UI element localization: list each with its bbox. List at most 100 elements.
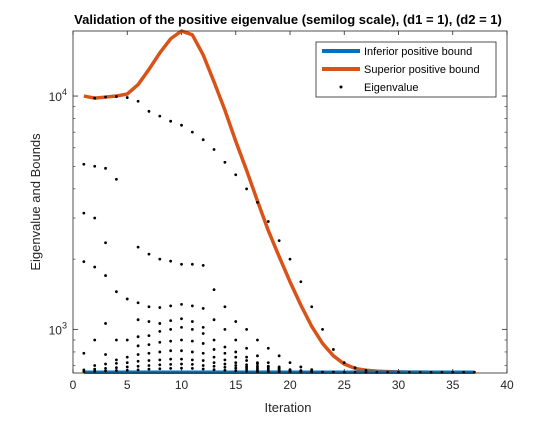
eigenvalue-point	[201, 138, 205, 142]
eigenvalue-point	[180, 357, 183, 361]
eigenvalue-point	[256, 338, 259, 342]
eigenvalue-point	[104, 353, 107, 356]
eigenvalue-point	[266, 370, 270, 374]
eigenvalue-point	[180, 338, 183, 342]
eigenvalue-point	[190, 304, 194, 308]
eigenvalue-point	[245, 367, 249, 371]
eigenvalue-point	[234, 355, 238, 359]
eigenvalue-point	[364, 368, 368, 372]
eigenvalue-point	[158, 114, 162, 118]
eigenvalue-point	[223, 160, 227, 164]
eigenvalue-point	[136, 344, 140, 348]
eigenvalue-point	[136, 318, 140, 322]
eigenvalue-point	[332, 348, 335, 351]
eigenvalue-point	[82, 370, 86, 373]
eigenvalue-point	[201, 325, 205, 329]
eigenvalue-point	[158, 330, 162, 333]
x-tick-label: 40	[500, 378, 514, 392]
legend-marker-eigenvalue	[339, 85, 343, 89]
eigenvalue-point	[115, 366, 118, 370]
eigenvalue-point	[147, 351, 151, 355]
eigenvalue-point	[169, 327, 173, 331]
eigenvalue-point	[158, 358, 162, 362]
eigenvalue-point	[115, 290, 118, 294]
eigenvalue-point	[353, 366, 357, 370]
eigenvalue-point	[93, 369, 97, 373]
eigenvalue-point	[82, 162, 86, 166]
eigenvalue-point	[288, 361, 292, 365]
eigenvalue-point	[104, 367, 107, 370]
eigenvalue-point	[223, 305, 227, 309]
eigenvalue-point	[190, 262, 194, 266]
eigenvalue-point	[277, 239, 281, 243]
eigenvalue-point	[245, 327, 249, 331]
eigenvalue-point	[104, 241, 107, 245]
eigenvalue-point	[201, 306, 205, 310]
eigenvalue-point	[104, 322, 107, 325]
x-tick-label: 25	[338, 378, 352, 392]
eigenvalue-point	[256, 370, 259, 373]
x-tick-label: 35	[446, 378, 460, 392]
eigenvalue-point	[180, 362, 183, 366]
x-tick-label: 5	[124, 378, 131, 392]
eigenvalue-point	[245, 346, 249, 350]
eigenvalue-point	[180, 349, 183, 353]
eigenvalue-point	[136, 364, 140, 368]
eigenvalue-point	[125, 365, 129, 369]
eigenvalue-point	[125, 355, 129, 359]
eigenvalue-point	[180, 302, 183, 306]
eigenvalue-point	[223, 358, 227, 362]
eigenvalue-point	[169, 349, 173, 353]
eigenvalue-point	[147, 364, 151, 367]
x-tick-label: 30	[392, 378, 406, 392]
eigenvalue-point	[115, 95, 118, 98]
eigenvalue-point	[93, 367, 97, 371]
eigenvalue-point	[201, 342, 205, 345]
eigenvalue-point	[82, 211, 86, 215]
x-tick-label: 0	[70, 378, 77, 392]
eigenvalue-point	[93, 265, 97, 269]
eigenvalue-point	[212, 288, 216, 292]
eigenvalue-point	[104, 95, 107, 99]
eigenvalue-point	[201, 332, 205, 335]
eigenvalue-point	[266, 361, 270, 365]
eigenvalue-point	[125, 338, 129, 342]
x-axis-label: Iteration	[265, 400, 312, 415]
x-axis-ticks: 0 5 10 15 20 25 30 35 40	[70, 31, 514, 392]
eigenvalue-point	[180, 366, 183, 370]
eigenvalue-point	[288, 257, 292, 261]
eigenvalue-point	[277, 370, 281, 374]
eigenvalue-point	[115, 177, 118, 181]
eigenvalue-point	[212, 318, 216, 322]
eigenvalue-point	[277, 354, 281, 358]
eigenvalue-point	[169, 367, 173, 370]
y-tick-label: 103	[49, 320, 67, 337]
eigenvalue-point	[212, 348, 216, 351]
eigenvalue-point	[136, 301, 140, 305]
eigenvalue-point	[82, 351, 86, 355]
eigenvalue-point	[115, 361, 118, 365]
eigenvalue-point	[136, 353, 140, 356]
eigenvalue-point	[201, 359, 205, 362]
eigenvalue-point	[158, 322, 162, 325]
eigenvalue-point	[180, 325, 183, 329]
eigenvalue-point	[169, 319, 173, 323]
eigenvalue-point	[201, 263, 205, 267]
eigenvalue-point	[93, 364, 97, 367]
eigenvalue-point	[190, 362, 194, 366]
eigenvalue-point	[321, 327, 324, 331]
eigenvalue-point	[93, 164, 97, 168]
eigenvalue-point	[234, 361, 238, 365]
eigenvalue-point	[223, 327, 227, 331]
eigenvalue-point	[299, 365, 303, 369]
eigenvalue-point	[190, 339, 194, 343]
eigenvalue-point	[147, 334, 151, 338]
eigenvalue-point	[245, 365, 249, 369]
eigenvalue-point	[180, 317, 183, 321]
eigenvalue-point	[190, 130, 194, 134]
eigenvalue-point	[234, 320, 238, 323]
eigenvalue-point	[190, 350, 194, 354]
eigenvalue-point	[256, 362, 259, 366]
